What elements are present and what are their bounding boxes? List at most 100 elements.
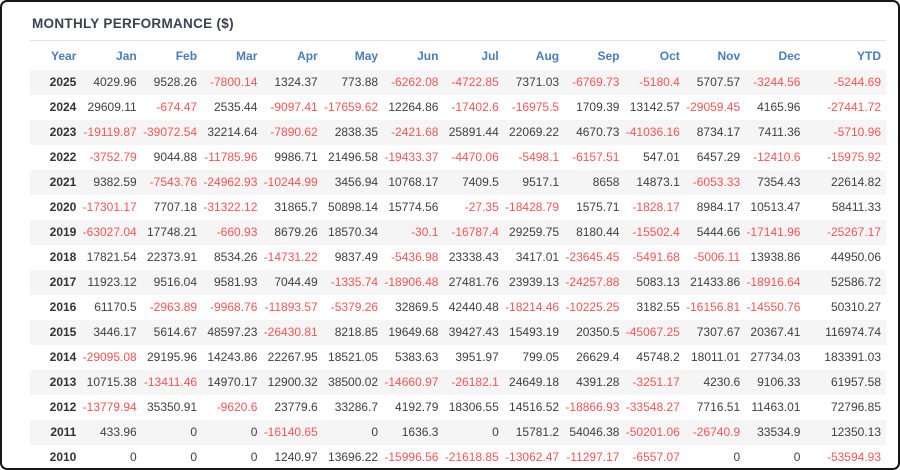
- cell-mar: -660.93: [216, 225, 258, 239]
- column-header-nov: Nov: [717, 49, 741, 63]
- cell-aug: 24649.18: [509, 375, 560, 389]
- table-row: 2013 10715.38 -13411.46 14970.17 12900.32 385…: [30, 370, 886, 395]
- cell-may: 18570.34: [328, 225, 379, 239]
- table-row: 2017 11923.12 9516.04 9581.93 7044.49 -1335.7…: [30, 270, 886, 295]
- cell-jun: -15996.56: [384, 450, 439, 464]
- table-row: 2011 433.96 0 0 -16140.65 0 1636.3 0 15781.2 5404…: [30, 420, 886, 445]
- cell-year: 2016: [49, 300, 77, 314]
- cell-feb: -2963.89: [149, 300, 198, 314]
- cell-jul: 0: [492, 425, 499, 439]
- cell-jun: -18906.48: [384, 275, 439, 289]
- cell-jul: -4470.06: [451, 150, 499, 164]
- cell-jun: -2421.68: [391, 125, 439, 139]
- cell-mar: 0: [250, 425, 258, 439]
- cell-ytd: 58411.33: [831, 200, 881, 214]
- cell-nov: 8984.17: [696, 200, 741, 214]
- cell-aug: 22069.22: [509, 125, 560, 139]
- cell-oct: -15502.4: [632, 225, 680, 239]
- cell-jul: 27481.76: [448, 275, 499, 289]
- cell-dec: 13938.86: [750, 250, 801, 264]
- cell-ytd: 12350.13: [830, 425, 881, 439]
- cell-mar: 2535.44: [214, 100, 258, 114]
- cell-may: 773.88: [341, 75, 379, 89]
- cell-sep: 4391.28: [576, 375, 620, 389]
- cell-aug: -13062.47: [505, 450, 560, 464]
- cell-aug: 7371.03: [515, 75, 560, 89]
- cell-aug: -5498.1: [518, 150, 560, 164]
- cell-jul: -21618.85: [444, 450, 499, 464]
- cell-aug: -18428.79: [505, 200, 560, 214]
- cell-jul: 7409.5: [462, 175, 499, 189]
- cell-oct: -3251.17: [632, 375, 680, 389]
- cell-apr: 7044.49: [274, 275, 318, 289]
- cell-jul: 25891.44: [448, 125, 499, 139]
- column-header-aug: Aug: [535, 49, 560, 63]
- cell-nov: -16156.81: [686, 300, 741, 314]
- cell-sep: -6157.51: [572, 150, 620, 164]
- cell-sep: 1709.39: [576, 100, 620, 114]
- cell-feb: -13411.46: [143, 375, 198, 389]
- column-header-mar: Mar: [236, 49, 258, 63]
- cell-sep: -23645.45: [565, 250, 620, 264]
- header-row: Year Jan Feb Mar Apr May Jun Jul Aug Sep Oct Nov Dec…: [30, 41, 886, 70]
- cell-oct: 5083.13: [636, 275, 680, 289]
- cell-ytd: 183391.03: [824, 350, 881, 364]
- cell-feb: -7543.76: [149, 175, 198, 189]
- cell-nov: 5444.66: [696, 225, 741, 239]
- cell-apr: 31865.7: [274, 200, 318, 214]
- cell-sep: 8180.44: [576, 225, 620, 239]
- cell-mar: 14970.17: [207, 375, 258, 389]
- column-header-jul: Jul: [481, 49, 499, 63]
- cell-sep: 8658: [592, 175, 620, 189]
- cell-may: 18521.05: [328, 350, 379, 364]
- cell-dec: -3244.56: [753, 75, 801, 89]
- cell-jun: 19649.68: [388, 325, 439, 339]
- cell-feb: 9516.04: [153, 275, 198, 289]
- cell-year: 2023: [49, 125, 77, 139]
- column-header-jun: Jun: [417, 49, 439, 63]
- cell-apr: 23779.6: [274, 400, 318, 414]
- cell-dec: -17141.96: [746, 225, 801, 239]
- cell-mar: -9968.76: [210, 300, 258, 314]
- cell-apr: -10244.99: [263, 175, 318, 189]
- cell-aug: -16975.5: [511, 100, 560, 114]
- cell-may: 2838.35: [334, 125, 379, 139]
- page-title: MONTHLY PERFORMANCE ($): [32, 16, 234, 31]
- column-header-sep: Sep: [597, 49, 620, 63]
- cell-ytd: -5710.96: [833, 125, 881, 139]
- cell-ytd: 22614.82: [830, 175, 881, 189]
- cell-jun: -19433.37: [384, 150, 439, 164]
- cell-ytd: 61957.58: [830, 375, 881, 389]
- cell-apr: -16140.65: [263, 425, 318, 439]
- cell-jul: -17402.6: [451, 100, 499, 114]
- cell-apr: 1324.37: [274, 75, 318, 89]
- cell-apr: -26430.81: [263, 325, 318, 339]
- table-row: 2015 3446.17 5614.67 48597.23 -26430.81 8218.…: [30, 320, 886, 345]
- cell-jan: 3446.17: [93, 325, 137, 339]
- cell-jan: -13779.94: [82, 400, 137, 414]
- cell-sep: -11297.17: [566, 450, 620, 464]
- cell-apr: -11893.57: [264, 300, 318, 314]
- monthly-performance-table: Year Jan Feb Mar Apr May Jun Jul Aug Sep Oct Nov Dec…: [30, 41, 886, 468]
- cell-year: 2015: [49, 325, 77, 339]
- cell-nov: 5707.57: [696, 75, 741, 89]
- cell-jun: 5383.63: [395, 350, 439, 364]
- cell-jan: 29609.11: [87, 100, 137, 114]
- column-header-jan: Jan: [116, 49, 137, 63]
- cell-may: -1335.74: [330, 275, 379, 289]
- cell-nov: 8734.17: [696, 125, 741, 139]
- cell-year: 2014: [49, 350, 77, 364]
- cell-dec: 20367.41: [750, 325, 801, 339]
- cell-year: 2017: [49, 275, 77, 289]
- cell-dec: -14550.76: [746, 300, 801, 314]
- cell-oct: -33548.27: [625, 400, 680, 414]
- column-header-may: May: [354, 49, 379, 63]
- column-header-year: Year: [51, 49, 77, 63]
- cell-may: 9837.49: [334, 250, 379, 264]
- cell-mar: 0: [250, 450, 258, 464]
- cell-may: 33286.7: [334, 400, 379, 414]
- cell-may: 8218.85: [334, 325, 379, 339]
- cell-year: 2020: [49, 200, 77, 214]
- cell-year: 2024: [49, 100, 77, 114]
